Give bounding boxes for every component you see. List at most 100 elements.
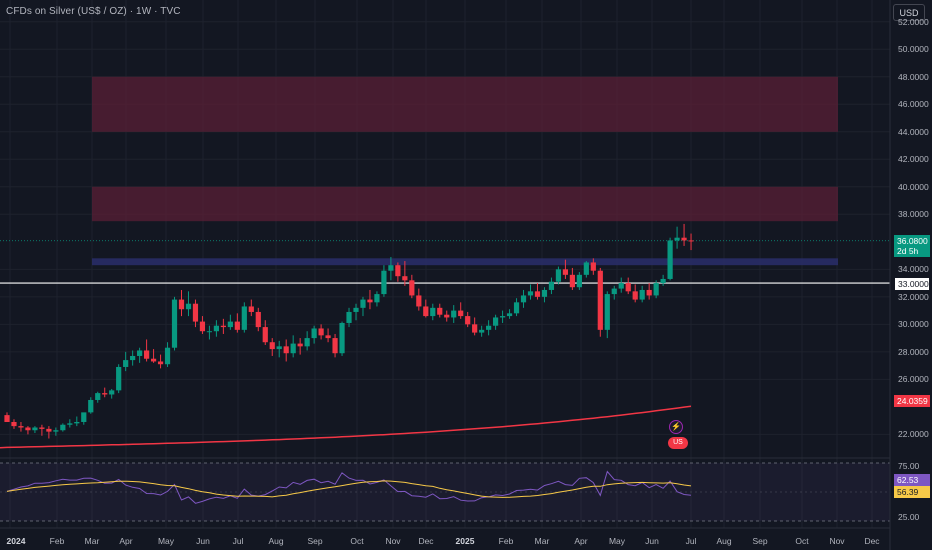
candle-body [639,289,645,300]
price-tick: 38.0000 [898,209,929,220]
time-tick: Feb [49,536,65,546]
candle-body [157,361,164,365]
candle-body [339,322,345,354]
candle-body [18,426,24,428]
candle-body [653,283,659,296]
zone-rect [92,258,838,266]
candle-body [416,295,422,307]
candle-body [185,303,192,310]
candle-body [667,240,673,279]
price-tick: 26.0000 [898,374,929,385]
currency-selector[interactable]: USD [893,4,925,21]
candle-body [513,302,520,314]
candle-body [479,329,485,333]
time-tick: Nov [829,536,845,546]
candle-body [562,269,568,275]
candle-body [276,346,282,350]
rsi-ma-value-tag: 56.39 [894,486,930,498]
candle-body [486,325,492,330]
candle-body [74,421,80,424]
time-tick: Sep [752,536,768,546]
time-tick: Dec [864,536,880,546]
us-flag-icon[interactable]: US [668,437,688,449]
candle-body [576,274,582,288]
time-tick: Dec [418,536,434,546]
candle-body [583,262,589,275]
candle-body [206,331,213,333]
candle-body [39,427,45,429]
candle-body [46,428,52,432]
time-tick: Jun [196,536,210,546]
candle-body [548,281,555,290]
candle-body [402,276,408,281]
candle-body [60,424,66,431]
candle-body [53,430,59,432]
chart-title: CFDs on Silver (US$ / OZ) · 1W · TVC [6,6,181,17]
time-tick: May [608,536,626,546]
candle-body [430,307,436,317]
supply-zones [92,76,838,266]
candle-body [262,327,268,343]
candle-body [178,299,185,310]
candle-body [632,291,638,300]
zone-rect [92,76,838,132]
candle-body [646,289,652,296]
candle-body [674,237,680,241]
rsi-upper-tick: 75.00 [898,461,920,471]
time-tick: Jul [685,536,697,546]
candle-body [234,321,240,330]
time-tick: Apr [574,536,588,546]
candle-body [520,295,527,303]
time-tick: Jul [232,536,244,546]
candle-body [374,294,380,303]
time-tick: Apr [119,536,133,546]
candle-body [171,299,178,348]
rsi-lower-tick: 25.00 [898,512,920,522]
candle-body [11,421,17,427]
time-tick: Feb [498,536,514,546]
moving-average-line [0,405,692,449]
moving-average-price-tag: 24.0359 [894,395,930,407]
candle-body [130,355,136,361]
candle-body [541,289,548,297]
price-tick: 28.0000 [898,346,929,357]
candle-body [95,393,101,400]
price-tick: 42.0000 [898,154,929,165]
candle-body [255,311,261,328]
candle-body [381,270,387,295]
candle-body [192,303,199,322]
rsi-value-tag: 62.53 [894,474,930,486]
candle-body [116,366,122,391]
candle-body [150,358,157,362]
price-tick: 50.0000 [898,44,929,55]
time-tick: May [157,536,175,546]
time-tick: Sep [307,536,323,546]
candle-body [618,283,624,289]
candle-body [555,269,562,282]
candle-body [499,316,506,318]
candle-body [388,265,394,271]
candle-body [472,324,478,333]
lightning-icon[interactable]: ⚡ [669,420,683,434]
candle-body [283,346,289,354]
price-tick: 30.0000 [898,319,929,330]
candle-body [81,412,87,422]
candle-body [597,270,603,330]
candle-body [527,291,534,296]
candle-body [227,321,233,328]
price-tick: 40.0000 [898,181,929,192]
last-price-tag: 36.0800 2d 5h [894,235,930,257]
horizontal-line-price-tag: 33.0000 [894,277,930,291]
candle-body [220,325,226,328]
candle-body [534,291,541,297]
candle-body [451,310,457,318]
price-tick: 22.0000 [898,429,929,440]
time-tick: Oct [350,536,364,546]
candle-body [332,338,338,354]
candle-body [304,338,310,347]
candle-body [123,360,129,367]
candle-body [458,310,464,317]
candle-body [144,350,150,359]
candle-body [311,328,317,339]
